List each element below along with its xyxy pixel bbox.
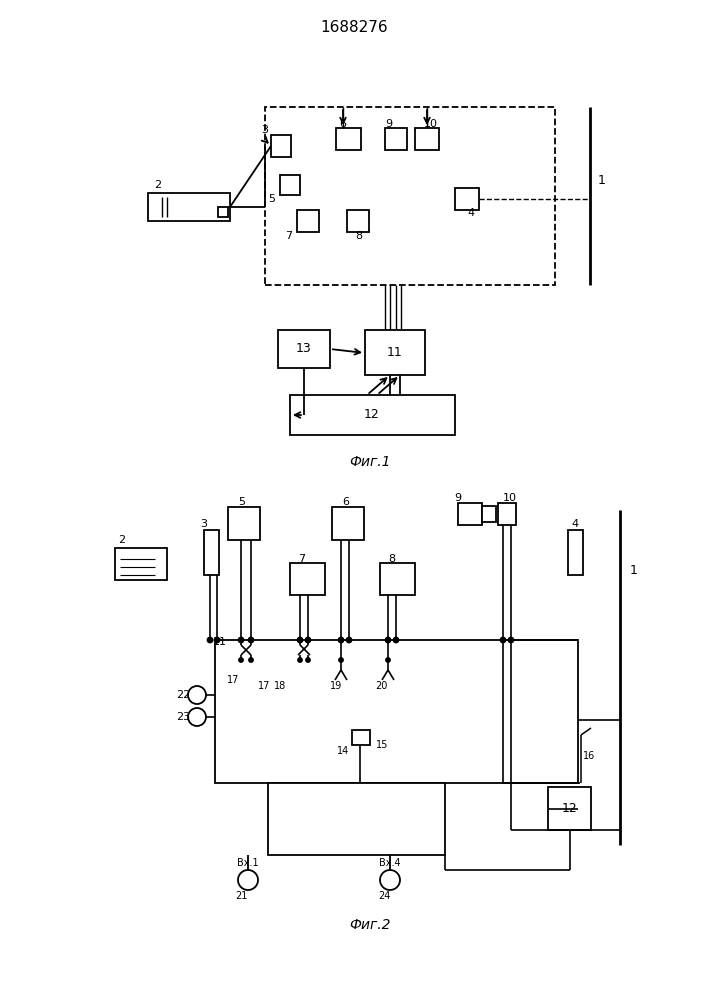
Text: 19: 19 (330, 681, 342, 691)
Text: 5: 5 (238, 497, 245, 507)
Text: Фиг.2: Фиг.2 (349, 918, 391, 932)
Bar (332, 507, 364, 540)
Circle shape (298, 638, 303, 643)
Text: 17: 17 (227, 675, 239, 685)
Circle shape (249, 638, 253, 642)
Bar (385, 128, 407, 150)
Text: Вх.4: Вх.4 (379, 858, 401, 868)
Text: 20: 20 (375, 681, 387, 691)
Circle shape (346, 638, 351, 643)
Circle shape (214, 638, 219, 643)
Bar (204, 530, 219, 575)
Bar (415, 128, 439, 150)
Text: 10: 10 (503, 493, 517, 503)
Circle shape (239, 638, 243, 642)
Bar (352, 730, 370, 745)
Bar (336, 128, 361, 150)
Text: 2: 2 (119, 535, 126, 545)
Bar (148, 193, 230, 221)
Circle shape (239, 658, 243, 662)
Circle shape (339, 638, 343, 642)
Bar (455, 188, 479, 210)
Bar (482, 506, 496, 522)
Text: 1: 1 (630, 564, 638, 576)
Circle shape (298, 638, 302, 642)
Text: 11: 11 (387, 347, 403, 360)
Bar (380, 563, 415, 595)
Circle shape (298, 658, 302, 662)
Text: 12: 12 (364, 408, 380, 422)
Bar (290, 395, 455, 435)
Circle shape (207, 638, 213, 643)
Bar (548, 787, 591, 830)
Text: 8: 8 (356, 231, 363, 241)
Text: Вх.1: Вх.1 (237, 858, 259, 868)
Text: 10: 10 (424, 119, 438, 129)
Text: 7: 7 (286, 231, 293, 241)
Circle shape (394, 638, 399, 643)
Text: 8: 8 (388, 554, 395, 564)
Bar (115, 548, 167, 580)
Text: 12: 12 (562, 802, 578, 816)
Text: 1688276: 1688276 (320, 20, 388, 35)
Text: 18: 18 (274, 681, 286, 691)
Circle shape (249, 658, 253, 662)
Text: 16: 16 (583, 751, 595, 761)
Text: 6: 6 (342, 497, 349, 507)
Circle shape (306, 638, 310, 642)
Bar (218, 207, 228, 217)
Text: 7: 7 (298, 554, 305, 564)
Bar (278, 330, 330, 368)
Circle shape (306, 658, 310, 662)
Bar (458, 503, 482, 525)
Circle shape (508, 638, 513, 643)
Text: 4: 4 (571, 519, 578, 529)
Text: 17: 17 (258, 681, 270, 691)
Bar (268, 783, 445, 855)
Bar (215, 640, 578, 783)
Text: 6: 6 (339, 119, 346, 129)
Text: 1: 1 (598, 174, 606, 186)
Circle shape (248, 638, 254, 643)
Circle shape (386, 658, 390, 662)
Text: 2: 2 (154, 180, 162, 190)
Text: 22: 22 (176, 690, 190, 700)
Text: Фиг.1: Фиг.1 (349, 455, 391, 469)
Circle shape (386, 638, 390, 642)
Bar (290, 563, 325, 595)
Circle shape (339, 658, 343, 662)
Circle shape (305, 638, 310, 643)
Bar (265, 107, 555, 285)
Text: 5: 5 (269, 194, 276, 204)
Text: 15: 15 (376, 740, 388, 750)
Text: 9: 9 (455, 493, 462, 503)
Text: 23: 23 (176, 712, 190, 722)
Text: 14: 14 (337, 746, 349, 756)
Text: 3: 3 (201, 519, 207, 529)
Text: 24: 24 (378, 891, 390, 901)
Bar (297, 210, 319, 232)
Bar (280, 175, 300, 195)
Bar (498, 503, 516, 525)
Bar (271, 135, 291, 157)
Bar (568, 530, 583, 575)
Bar (365, 330, 425, 375)
Bar (347, 210, 369, 232)
Text: 4: 4 (467, 208, 474, 218)
Text: 3: 3 (262, 125, 269, 135)
Bar (228, 507, 260, 540)
Text: 13: 13 (296, 342, 312, 356)
Text: 9: 9 (385, 119, 392, 129)
Circle shape (238, 638, 243, 643)
Text: 21: 21 (235, 891, 247, 901)
Circle shape (339, 638, 344, 643)
Circle shape (385, 638, 390, 643)
Circle shape (501, 638, 506, 643)
Text: 11: 11 (213, 637, 227, 647)
